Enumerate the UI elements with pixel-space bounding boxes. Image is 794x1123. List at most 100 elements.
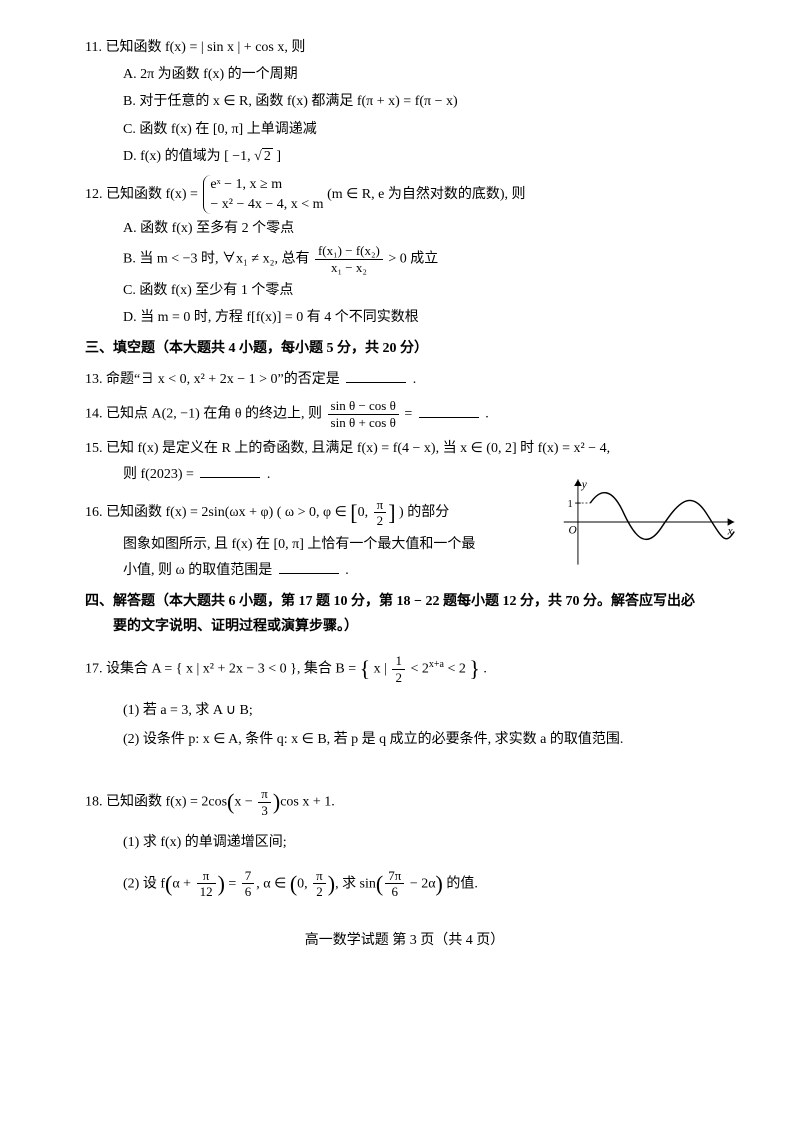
q18-pi12n: π — [197, 868, 216, 885]
q17-setL: { — [360, 656, 371, 681]
q14-frac: sin θ − cos θ sin θ + cos θ — [328, 398, 399, 430]
q14-frac-num: sin θ − cos θ — [328, 398, 399, 415]
q18-6: 6 — [242, 884, 255, 900]
q18-p3R: ) — [436, 871, 443, 896]
q12-b-frac: f(x₁) − f(x₂) x₁ − x₂ — [315, 243, 383, 275]
question-17: 17. 设集合 A = { x | x² + 2x − 3 < 0 }, 集合 … — [85, 645, 724, 752]
q16-brL: [ — [350, 500, 357, 525]
q18-pi12d: 12 — [197, 884, 216, 900]
spacer — [85, 758, 724, 778]
q15-line2-pre: 则 f(2023) = — [123, 467, 197, 482]
q16-zero: 0, — [358, 505, 372, 520]
q18-7pin: 7π — [385, 868, 404, 885]
q12-opt-b: B. 当 m < −3 时, ∀x₁ ≠ x₂, 总有 f(x₁) − f(x₂… — [85, 243, 724, 275]
q12-b-den: x₁ − x₂ — [315, 260, 383, 276]
label-x: x — [727, 525, 733, 537]
q16-two: 2 — [374, 513, 387, 529]
q11-d-pre: D. f(x) 的值域为 [ −1, — [123, 149, 254, 164]
q16-line3-pre: 小值, 则 ω 的取值范围是 — [123, 563, 272, 578]
q18-pre: 已知函数 f(x) = 2cos — [106, 794, 227, 809]
q11-stem: 已知函数 f(x) = | sin x | + cos x, 则 — [105, 40, 305, 55]
q18-mid: , α ∈ — [256, 876, 290, 891]
q18-p2-pre: (2) 设 f — [123, 876, 165, 891]
q17-body-mid: < 2 — [410, 662, 428, 677]
question-18: 18. 已知函数 f(x) = 2cos(x − π3)cos x + 1. (… — [85, 778, 724, 908]
q11-opt-c: C. 函数 f(x) 在 [0, π] 上单调递减 — [85, 117, 724, 142]
q18-7pi6: 7π6 — [385, 868, 404, 900]
q17-p2: (2) 设条件 p: x ∈ A, 条件 q: x ∈ B, 若 p 是 q 成… — [85, 727, 724, 752]
q13-tail: . — [413, 372, 417, 387]
y-arrow — [574, 479, 582, 486]
q18-xm: x − — [234, 794, 256, 809]
q18-num: 18. — [85, 794, 103, 809]
question-14: 14. 已知点 A(2, −1) 在角 θ 的终边上, 则 sin θ − co… — [85, 398, 724, 430]
section-4-title: 四、解答题（本大题共 6 小题，第 17 题 10 分，第 18 − 22 题每… — [85, 589, 724, 639]
q14-mid: = — [404, 407, 415, 422]
q17-half: 1 2 — [392, 653, 405, 685]
q18-eq: = — [225, 876, 240, 891]
q16-line1-pre: 已知函数 f(x) = 2sin(ωx + φ) ( ω > 0, φ ∈ — [106, 505, 350, 520]
sine-curve — [590, 493, 734, 540]
q15-blank — [200, 464, 260, 478]
q13-num: 13. — [85, 372, 103, 387]
section4-l2: 要的文字说明、证明过程或演算步骤。） — [85, 614, 724, 639]
q17-exp: x+a — [429, 659, 444, 670]
q18-pi3: π3 — [258, 786, 271, 818]
q16-pi: π — [374, 497, 387, 514]
q18-pi2d: 2 — [313, 884, 326, 900]
q18-mid2: , 求 sin — [335, 876, 376, 891]
q18-p3L: ( — [376, 871, 383, 896]
q12-b-pre: B. 当 m < −3 时, ∀x₁ ≠ x₂, 总有 — [123, 252, 309, 267]
q18-pi2n: π — [313, 868, 326, 885]
q18-p2R2: ) — [328, 871, 335, 896]
q11-num: 11. — [85, 40, 102, 55]
q12-b-num: f(x₁) − f(x₂) — [315, 243, 383, 260]
q12-opt-a: A. 函数 f(x) 至多有 2 个零点 — [85, 216, 724, 241]
q15-line1: 已知 f(x) 是定义在 R 上的奇函数, 且满足 f(x) = f(4 − x… — [106, 441, 610, 456]
q12-case2: − x² − 4x − 4, x < m — [210, 195, 323, 215]
q12-num: 12. — [85, 187, 103, 202]
q16-line3: 小值, 则 ω 的取值范围是 . — [85, 558, 534, 583]
q18-76: 76 — [242, 868, 255, 900]
section4-l1: 四、解答题（本大题共 6 小题，第 17 题 10 分，第 18 − 22 题每… — [85, 589, 724, 614]
q15-num: 15. — [85, 441, 103, 456]
q11-opt-d: D. f(x) 的值域为 [ −1, √2 ] — [85, 144, 724, 169]
q17-setR: } — [469, 656, 480, 681]
page-footer: 高一数学试题 第 3 页（共 4 页） — [85, 928, 724, 953]
q16-graph: y x O 1 — [559, 472, 739, 572]
q17-num: 17. — [85, 662, 103, 677]
q18-p2: (2) 设 f(α + π12) = 76, α ∈ (0, π2), 求 si… — [85, 860, 724, 908]
q18-zero2: 0, — [297, 876, 311, 891]
q18-post: cos x + 1. — [280, 794, 335, 809]
q18-pi2: π2 — [313, 868, 326, 900]
q14-frac-den: sin θ + cos θ — [328, 415, 399, 431]
q17-p1: (1) 若 a = 3, 求 A ∪ B; — [85, 698, 724, 723]
q17-half-den: 2 — [392, 670, 405, 686]
q15-line2-post: . — [267, 467, 271, 482]
q11-d-rad: 2 — [262, 148, 273, 164]
q18-three: 3 — [258, 803, 271, 819]
q18-ap: α + — [172, 876, 194, 891]
q18-p1: (1) 求 f(x) 的单调递增区间; — [85, 830, 724, 855]
label-o: O — [568, 524, 576, 536]
q18-7: 7 — [242, 868, 255, 885]
question-12: 12. 已知函数 f(x) = eˣ − 1, x ≥ m − x² − 4x … — [85, 175, 724, 330]
section-3-title: 三、填空题（本大题共 4 小题，每小题 5 分，共 20 分） — [85, 336, 724, 361]
q14-blank — [419, 404, 479, 418]
q16-pi2: π2 — [374, 497, 387, 529]
q16-brR: ] — [388, 500, 395, 525]
q12-opt-c: C. 函数 f(x) 至少有 1 个零点 — [85, 278, 724, 303]
label-1: 1 — [568, 499, 573, 510]
q11-opt-b: B. 对于任意的 x ∈ R, 函数 f(x) 都满足 f(π + x) = f… — [85, 89, 724, 114]
q13-blank — [346, 369, 406, 383]
q12-opt-d: D. 当 m = 0 时, 方程 f[f(x)] = 0 有 4 个不同实数根 — [85, 305, 724, 330]
q13-text: 命题“∃ x < 0, x² + 2x − 1 > 0”的否定是 — [106, 372, 340, 387]
question-11: 11. 已知函数 f(x) = | sin x | + cos x, 则 A. … — [85, 35, 724, 169]
exam-page: 11. 已知函数 f(x) = | sin x | + cos x, 则 A. … — [0, 0, 794, 1123]
q18-minus: − 2α — [406, 876, 435, 891]
question-13: 13. 命题“∃ x < 0, x² + 2x − 1 > 0”的否定是 . — [85, 367, 724, 392]
q14-pre: 已知点 A(2, −1) 在角 θ 的终边上, 则 — [106, 407, 322, 422]
q17-body-pre: x | — [374, 662, 391, 677]
q17-pre: 设集合 A = { x | x² + 2x − 3 < 0 }, 集合 B = — [106, 662, 360, 677]
q18-pi12: π12 — [197, 868, 216, 900]
